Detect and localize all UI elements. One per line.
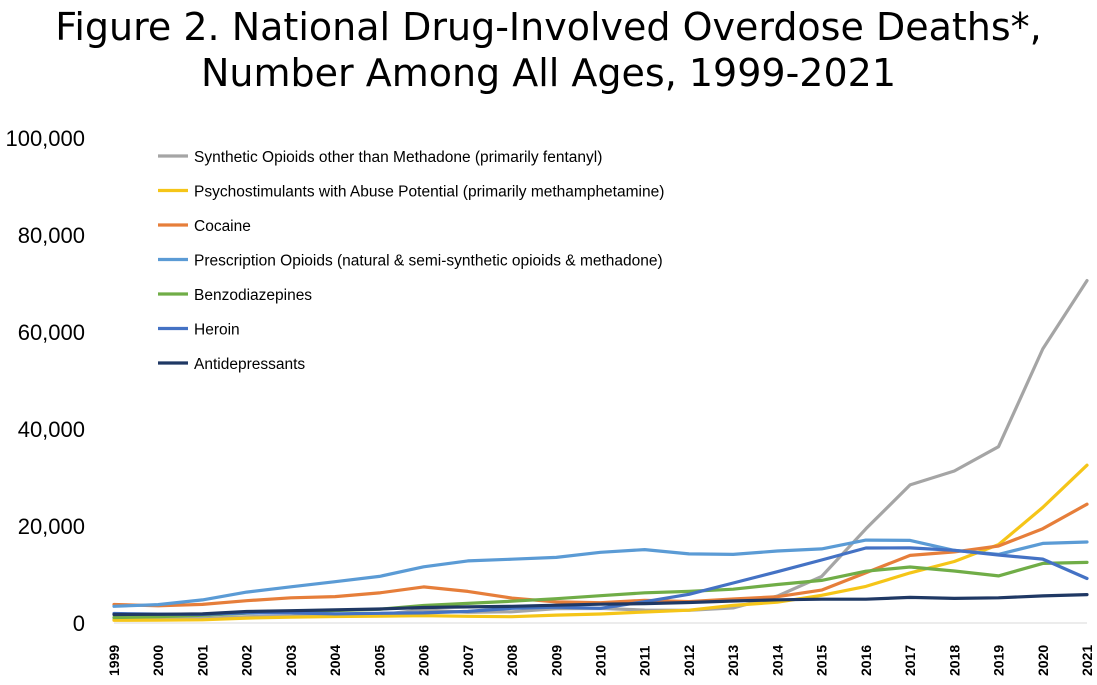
legend-label: Heroin <box>194 322 240 339</box>
legend-label: Cocaine <box>194 218 251 235</box>
y-tick-label: 60,000 <box>18 320 85 345</box>
x-tick-label: 2004 <box>327 645 343 676</box>
x-tick-label: 2009 <box>548 645 564 676</box>
x-tick-label: 2003 <box>283 645 299 676</box>
legend-label: Prescription Opioids (natural & semi-syn… <box>194 253 663 270</box>
y-tick-label: 0 <box>73 611 85 636</box>
legend-label: Benzodiazepines <box>194 287 312 304</box>
x-tick-label: 2012 <box>681 645 697 676</box>
x-tick-label: 2010 <box>593 645 609 676</box>
x-tick-label: 2006 <box>416 645 432 676</box>
x-tick-label: 2020 <box>1035 645 1051 676</box>
x-tick-label: 2013 <box>725 645 741 676</box>
x-tick-label: 2019 <box>991 645 1007 676</box>
x-tick-label: 2015 <box>814 645 830 676</box>
legend-label: Antidepressants <box>194 356 305 373</box>
legend-label: Synthetic Opioids other than Methadone (… <box>194 149 602 166</box>
x-tick-label: 2002 <box>239 645 255 676</box>
x-tick-label: 2014 <box>769 645 785 676</box>
series-line <box>112 546 1089 617</box>
x-tick-label: 2021 <box>1079 645 1095 676</box>
y-tick-label: 100,000 <box>5 126 85 151</box>
series-line <box>112 538 1089 608</box>
x-tick-label: 2018 <box>946 645 962 676</box>
chart-title: Figure 2. National Drug-Involved Overdos… <box>55 5 1042 95</box>
x-tick-label: 2017 <box>902 645 918 676</box>
x-tick-label: 1999 <box>106 645 122 676</box>
x-tick-label: 2016 <box>858 645 874 676</box>
x-tick-label: 2005 <box>371 645 387 676</box>
x-tick-label: 2000 <box>150 645 166 676</box>
y-tick-label: 20,000 <box>18 514 85 539</box>
x-tick-label: 2011 <box>637 645 653 676</box>
x-tick-label: 2007 <box>460 645 476 676</box>
y-tick-label: 80,000 <box>18 223 85 248</box>
series-lines <box>112 279 1089 622</box>
legend: Synthetic Opioids other than Methadone (… <box>158 149 664 373</box>
y-tick-label: 40,000 <box>18 417 85 442</box>
x-tick-label: 2008 <box>504 645 520 676</box>
x-tick-label: 2001 <box>194 645 210 676</box>
x-axis-ticks: 1999 2000 2001 2002 2003 2004 2005 2006 2007 2008… <box>106 645 1095 676</box>
series-line <box>112 592 1089 617</box>
y-axis-ticks: 0 20,000 40,000 60,000 80,000 100,000 <box>5 126 85 636</box>
legend-label: Psychostimulants with Abuse Potential (p… <box>194 184 664 201</box>
